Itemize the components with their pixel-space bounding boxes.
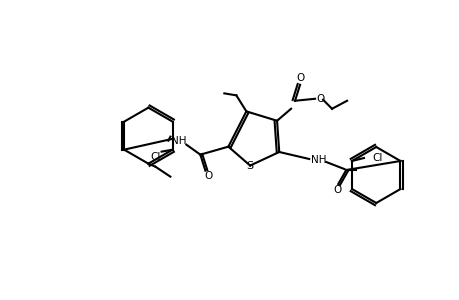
Text: Cl: Cl [371, 153, 381, 163]
Text: Cl: Cl [150, 152, 161, 162]
Text: NH: NH [170, 136, 186, 146]
Text: O: O [332, 185, 341, 195]
Text: O: O [315, 94, 324, 104]
Text: S: S [246, 160, 253, 171]
Text: O: O [295, 73, 303, 83]
Text: NH: NH [311, 155, 326, 165]
Text: O: O [204, 171, 212, 181]
